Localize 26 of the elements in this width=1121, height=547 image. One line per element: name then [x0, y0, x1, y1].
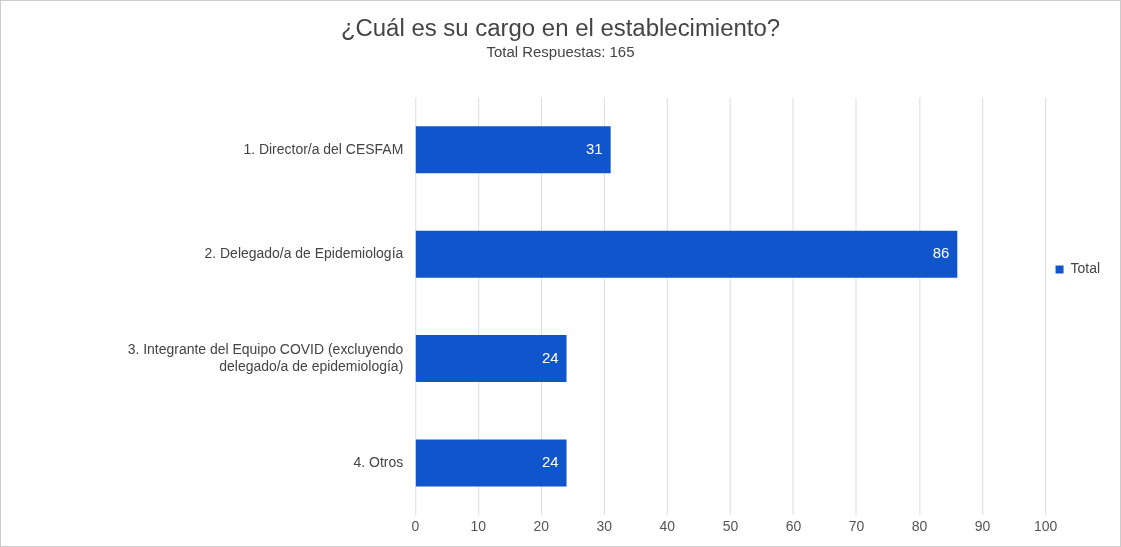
y-tick-label: 1. Director/a del CESFAM — [243, 140, 404, 157]
x-tick-label: 0 — [411, 517, 420, 534]
bar — [415, 439, 567, 487]
bar — [415, 230, 958, 278]
data-label: 24 — [541, 348, 559, 366]
x-tick-label: 50 — [722, 517, 739, 534]
x-tick-label: 90 — [974, 517, 991, 534]
data-label: 31 — [586, 139, 603, 157]
x-tick-label: 80 — [911, 517, 928, 534]
x-tick-label: 30 — [596, 517, 613, 534]
y-tick-label: 3. Integrante del Equipo COVID (excluyendo delegado/a de epidemiología) — [127, 341, 404, 374]
chart-subtitle: Total Respuestas: 165 — [486, 42, 635, 60]
y-tick-label: 2. Delegado/a de Epidemiología — [204, 245, 404, 261]
data-label: 24 — [541, 453, 559, 471]
x-tick-label: 20 — [533, 517, 550, 534]
legend-label: Total — [1070, 260, 1101, 277]
x-tick-label: 10 — [470, 517, 487, 534]
x-tick-label: 100 — [1033, 517, 1058, 534]
data-label: 86 — [932, 244, 950, 262]
y-tick-label: 4. Otros — [353, 453, 404, 470]
bar — [415, 335, 567, 383]
x-tick-label: 40 — [659, 517, 676, 534]
x-tick-label: 70 — [848, 517, 865, 534]
chart-title: ¿Cuál es su cargo en el establecimiento? — [340, 13, 781, 41]
bar — [415, 126, 611, 174]
x-tick-label: 60 — [785, 517, 802, 534]
